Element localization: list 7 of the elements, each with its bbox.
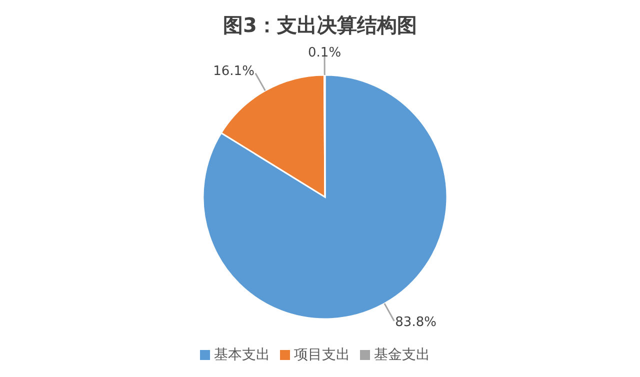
legend-label: 基本支出	[214, 347, 270, 363]
chart-title: 图3：支出决算结构图	[222, 12, 418, 39]
legend-label: 基金支出	[374, 347, 430, 363]
legend-label: 项目支出	[294, 347, 350, 363]
data-label: 16.1%	[213, 64, 254, 79]
data-label: 0.1%	[308, 46, 342, 60]
data-label: 83.8%	[395, 315, 436, 330]
